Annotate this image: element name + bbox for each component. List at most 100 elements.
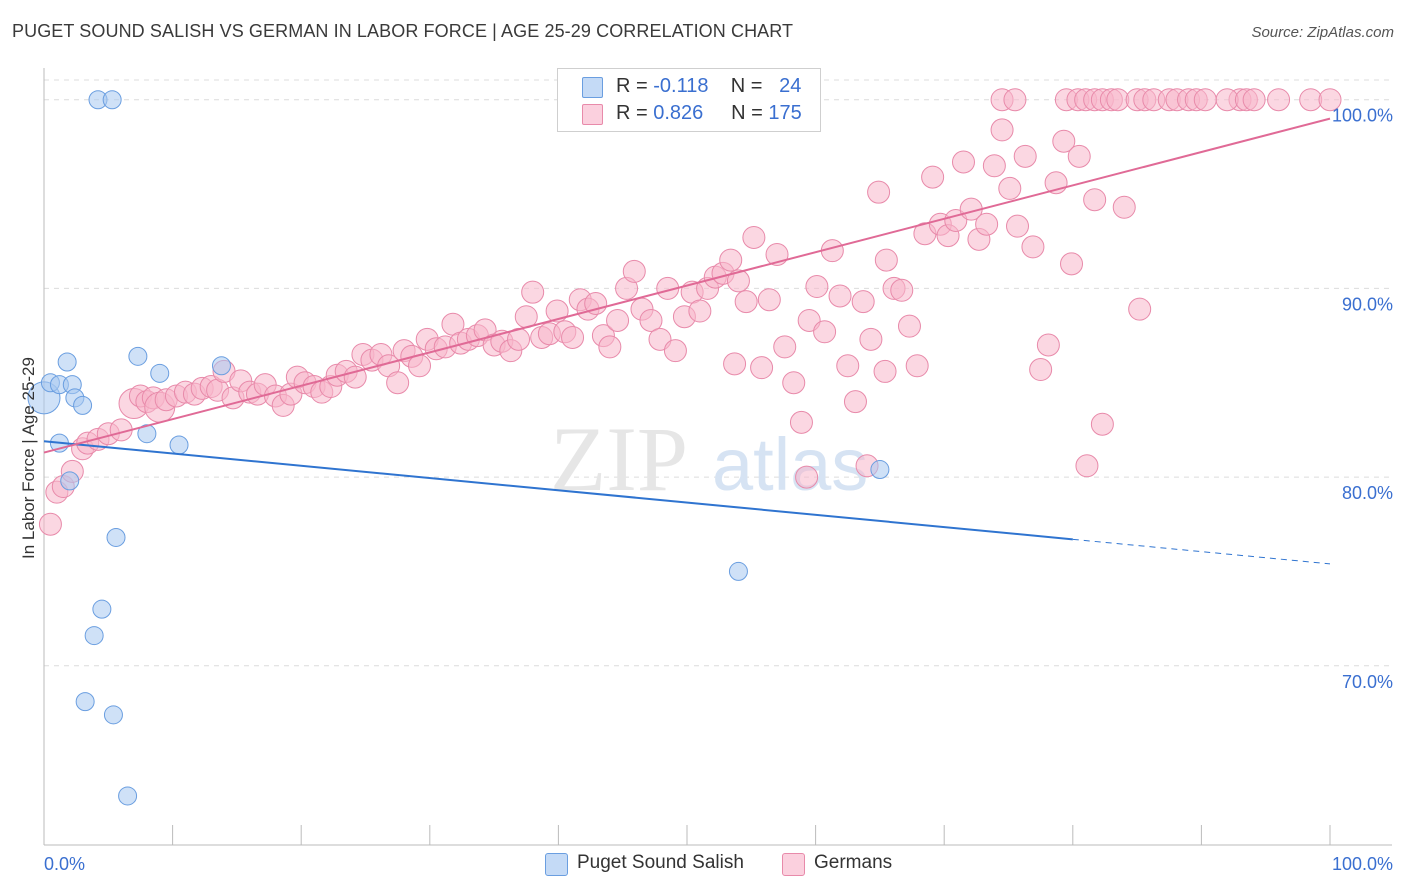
axes [43, 68, 1392, 846]
bottom-legend-swatch-germans [782, 853, 805, 876]
point-germans [1060, 252, 1084, 276]
legend-swatch-germans [582, 104, 603, 125]
legend-r-label: R = [616, 102, 654, 124]
point-germans [1242, 88, 1266, 112]
legend-r-value: 0.826 [653, 102, 704, 124]
point-salish [118, 786, 138, 806]
bottom-legend-label-salish: Puget Sound Salish [577, 852, 744, 873]
legend-n-value: 175 [768, 102, 802, 124]
point-germans [584, 292, 608, 316]
point-germans [982, 154, 1006, 178]
legend-n-value: 24 [779, 75, 802, 97]
point-germans [719, 248, 743, 272]
point-germans [795, 465, 819, 489]
point-germans [789, 410, 813, 434]
point-salish [106, 527, 126, 547]
point-germans [1106, 88, 1130, 112]
point-germans [1128, 297, 1152, 321]
point-germans [951, 150, 975, 174]
point-germans [890, 278, 914, 302]
point-germans [639, 308, 663, 332]
point-salish [728, 561, 748, 581]
point-salish [60, 471, 80, 491]
stats-legend: R = -0.118 N = 24 R = 0.826 N = 175 [557, 68, 821, 132]
trend-lines [43, 117, 1331, 565]
point-germans [813, 320, 837, 344]
watermark-zip: ZIP [550, 408, 688, 510]
y-tick-label: 70.0% [1342, 672, 1393, 692]
x-tick-label-end: 100.0% [1332, 854, 1393, 874]
bottom-legend-label-germans: Germans [814, 852, 893, 873]
legend-r-label: R = [616, 75, 654, 97]
point-germans [1013, 144, 1037, 168]
point-germans [1215, 88, 1239, 112]
point-salish [84, 626, 104, 646]
point-germans [688, 299, 712, 323]
y-tick-label: 80.0% [1342, 483, 1393, 503]
point-germans [805, 275, 829, 299]
point-salish [128, 346, 148, 366]
y-tick-label: 90.0% [1342, 294, 1393, 314]
point-germans [851, 290, 875, 314]
legend-r-value: -0.118 [653, 75, 709, 97]
point-salish [870, 460, 890, 480]
point-salish [137, 424, 157, 444]
point-salish [92, 599, 112, 619]
point-germans [1067, 144, 1091, 168]
point-germans [905, 354, 929, 378]
point-germans [1083, 188, 1107, 212]
point-germans [648, 327, 672, 351]
point-germans [1193, 88, 1217, 112]
point-germans [1299, 88, 1323, 112]
point-germans [1112, 195, 1136, 219]
point-salish [103, 705, 123, 725]
point-salish [75, 692, 95, 712]
point-germans [1052, 129, 1076, 153]
point-germans [975, 212, 999, 236]
point-germans [545, 299, 569, 323]
point-salish [57, 352, 77, 372]
legend-n-label: N = [731, 102, 769, 124]
points [27, 88, 1342, 806]
chart-title: PUGET SOUND SALISH VS GERMAN IN LABOR FO… [12, 21, 794, 41]
point-germans [873, 359, 897, 383]
source-label: Source: ZipAtlas.com [1251, 24, 1394, 41]
point-germans [598, 335, 622, 359]
point-salish [150, 363, 170, 383]
point-germans [1029, 358, 1053, 382]
point-germans [622, 259, 646, 283]
point-germans [521, 280, 545, 304]
y-axis-title: In Labor Force | Age 25-29 [19, 357, 38, 559]
point-germans [606, 308, 630, 332]
point-germans [843, 390, 867, 414]
point-salish [169, 435, 189, 455]
point-germans [836, 354, 860, 378]
point-germans [1003, 88, 1027, 112]
point-germans [797, 308, 821, 332]
point-salish [102, 90, 122, 110]
point-germans [1075, 454, 1099, 478]
legend-n-label: N = [730, 75, 768, 97]
point-germans [998, 176, 1022, 200]
point-germans [1036, 333, 1060, 357]
point-germans [782, 371, 806, 395]
point-germans [828, 284, 852, 308]
watermark-atlas: atlas [712, 423, 868, 506]
point-germans [773, 335, 797, 359]
y-tick-label: 100.0% [1332, 106, 1393, 126]
point-germans [663, 339, 687, 363]
trend-line-salish-extension [1072, 538, 1331, 565]
legend-swatch-salish [582, 77, 603, 98]
point-germans [1318, 88, 1342, 112]
point-germans [734, 290, 758, 314]
trend-line-salish [43, 440, 1073, 541]
point-germans [343, 365, 367, 389]
point-germans [874, 248, 898, 272]
point-salish [211, 356, 231, 376]
point-germans [1267, 88, 1291, 112]
point-germans [726, 269, 750, 293]
point-germans [386, 371, 410, 395]
point-germans [742, 225, 766, 249]
point-germans [750, 356, 774, 380]
